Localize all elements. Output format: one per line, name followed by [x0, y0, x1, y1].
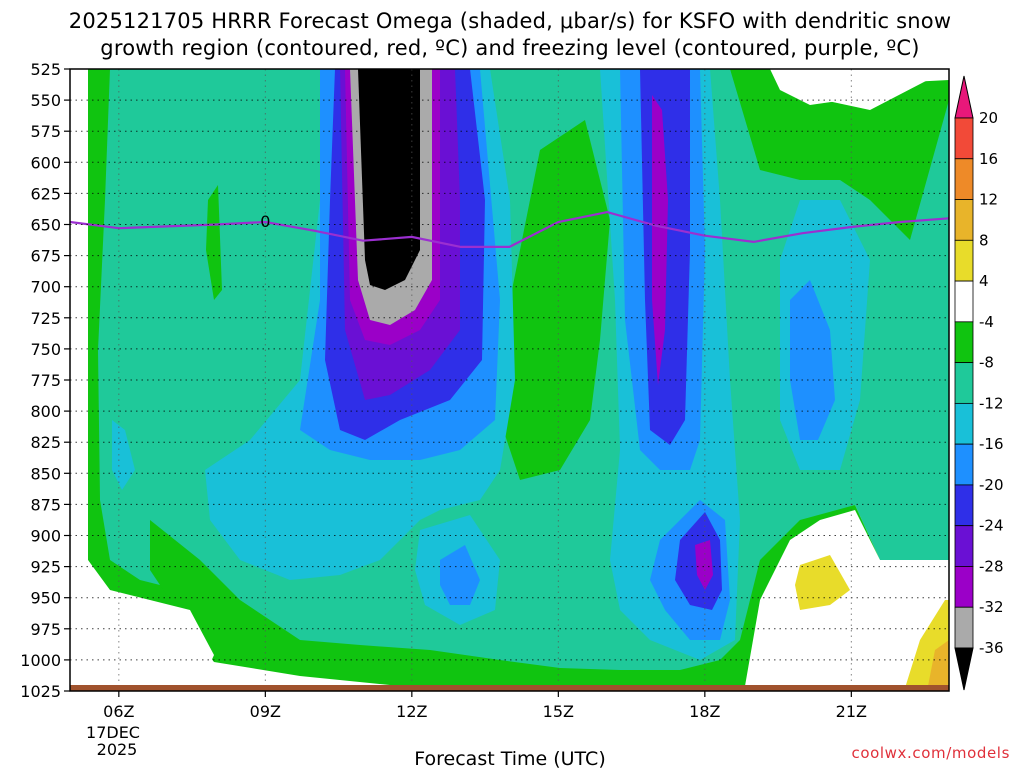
grid-lines: [70, 69, 949, 691]
colorbar-segment: [954, 239, 974, 282]
x-axis-title: Forecast Time (UTC): [414, 748, 605, 768]
colorbar-segment: [954, 321, 974, 364]
y-tick-label: 800: [30, 402, 61, 421]
omega-field-purple-second-low: [695, 540, 713, 590]
y-tick-label: 850: [30, 464, 61, 483]
omega-field-white-corner: [895, 69, 949, 82]
colorbar-label: -8: [979, 354, 994, 372]
y-tick-label: 525: [30, 60, 61, 79]
omega-field-white-lowleft: [70, 560, 214, 686]
x-tick-label: 15Z: [543, 702, 574, 721]
omega-field-white-lowright: [745, 510, 949, 686]
y-tick-label: 725: [30, 309, 61, 328]
colorbar-arrow-bottom: [954, 647, 974, 691]
omega-field-blue-right: [790, 280, 835, 440]
credit-text: coolwx.com/models: [852, 744, 1011, 762]
colorbar-label: 4: [979, 272, 989, 290]
colorbar-segment: [954, 362, 974, 404]
omega-field-purple-second: [652, 95, 668, 385]
x-tick-label: 21Z: [836, 702, 867, 721]
omega-field-green-left: [88, 69, 215, 660]
y-tick-label: 750: [30, 340, 61, 359]
omega-shading: [70, 69, 949, 690]
omega-field-white-topright: [770, 69, 845, 105]
colorbar-segment: [954, 158, 974, 200]
date-label-day: 17DEC: [86, 723, 140, 742]
colorbar-label: 12: [979, 191, 998, 209]
colorbar-segment: [954, 117, 974, 160]
chart-title-line1: 2025121705 HRRR Forecast Omega (shaded, …: [69, 9, 951, 33]
colorbar-label: -28: [979, 557, 1004, 575]
y-tick-label: 700: [30, 278, 61, 297]
colorbar-segment: [954, 484, 974, 527]
y-tick-label: 575: [30, 122, 61, 141]
y-tick-label: 900: [30, 527, 61, 546]
colorbar-label: -4: [979, 313, 994, 331]
omega-field-green-upper-right: [730, 69, 949, 240]
y-tick-label: 625: [30, 184, 61, 203]
y-tick-label: 975: [30, 620, 61, 639]
omega-field-green-low: [150, 505, 949, 690]
freezing-level-line: [70, 210, 949, 248]
x-tick-label: 09Z: [250, 702, 281, 721]
omega-field-green-mid: [500, 120, 610, 480]
omega-field-blue-low-mid: [440, 545, 480, 605]
colorbar-arrow-top: [954, 75, 974, 119]
colorbar-segment: [954, 280, 974, 323]
colorbar: 20 16 12 8 4 -4 -8 -12 -16 -20 -24 -28 -32 -36: [954, 75, 1004, 691]
omega-field-cyan-left: [112, 420, 135, 490]
colorbar-segment: [954, 525, 974, 567]
colorbar-segment: [954, 443, 974, 486]
y-tick-label: 650: [30, 216, 61, 235]
y-tick-label: 1025: [20, 682, 61, 701]
x-tick-label: 06Z: [103, 702, 134, 721]
colorbar-label: -20: [979, 476, 1004, 494]
omega-field-yellow-mid: [795, 555, 850, 610]
colorbar-label: -24: [979, 517, 1004, 535]
x-tick-label: 18Z: [689, 702, 720, 721]
colorbar-label: -36: [979, 639, 1004, 657]
y-tick-label: 925: [30, 558, 61, 577]
y-tick-label: 600: [30, 153, 61, 172]
colorbar-segment: [954, 402, 974, 445]
colorbar-label: -12: [979, 394, 1004, 412]
colorbar-label: -16: [979, 435, 1004, 453]
colorbar-segment: [954, 606, 974, 649]
y-tick-label: 775: [30, 371, 61, 390]
y-tick-label: 550: [30, 91, 61, 110]
y-tick-label: 1000: [20, 651, 61, 670]
plot-area: 0: [70, 69, 949, 691]
omega-field-black-core: [358, 69, 420, 290]
colorbar-label: 16: [979, 150, 998, 168]
y-axis: 525 550 575 600 625 650 675 700 725 750 775 800 825 8…: [20, 60, 70, 701]
y-tick-label: 950: [30, 589, 61, 608]
colorbar-label: 20: [979, 109, 998, 127]
date-label-year: 2025: [97, 740, 138, 759]
y-tick-label: 825: [30, 433, 61, 452]
colorbar-label: -32: [979, 598, 1004, 616]
x-tick-label: 12Z: [396, 702, 427, 721]
y-tick-label: 675: [30, 247, 61, 266]
chart-title-line2: growth region (contoured, red, ºC) and f…: [100, 36, 919, 60]
colorbar-segment: [954, 199, 974, 241]
colorbar-label: 8: [979, 231, 989, 249]
colorbar-segment: [954, 566, 974, 608]
omega-field-orange-corner: [928, 640, 949, 686]
x-axis: 06Z 09Z 12Z 15Z 18Z 21Z: [103, 691, 867, 721]
freezing-level-label: 0: [260, 212, 270, 231]
surface-strip: [70, 685, 949, 691]
y-tick-label: 875: [30, 495, 61, 514]
omega-field-green-left-sliver: [206, 185, 222, 300]
